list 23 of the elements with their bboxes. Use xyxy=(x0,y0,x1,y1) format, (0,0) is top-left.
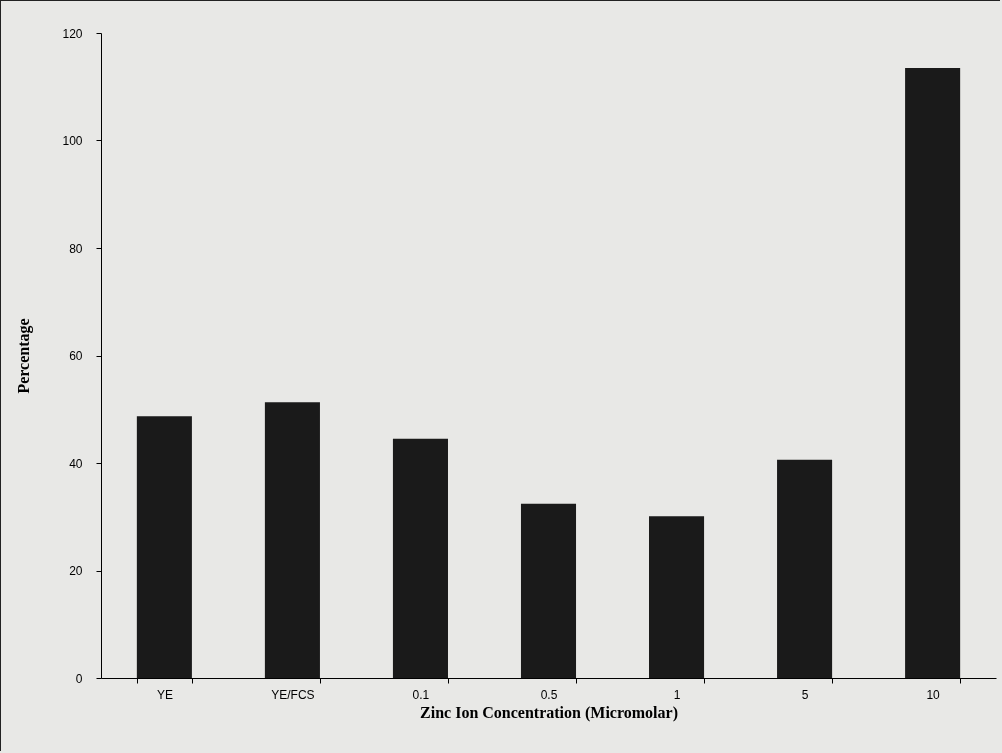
y-tick-label: 80 xyxy=(69,241,83,256)
x-tick-label: 5 xyxy=(801,687,809,702)
x-tick-label: YE xyxy=(156,687,173,702)
bar xyxy=(905,67,961,678)
y-tick-label: 120 xyxy=(62,26,83,41)
x-axis-title: Zinc Ion Concentration (Micromolar) xyxy=(420,703,678,722)
x-tick-label: 0.1 xyxy=(412,687,430,702)
x-tick-label: 0.5 xyxy=(540,687,558,702)
y-tick-label: 40 xyxy=(69,456,83,471)
bar xyxy=(777,459,833,678)
x-tick-label: 1 xyxy=(673,687,681,702)
bar xyxy=(264,402,320,678)
x-tick-label: YE/FCS xyxy=(271,687,315,702)
y-tick-label: 100 xyxy=(62,134,83,148)
bar xyxy=(520,503,577,678)
y-axis-title: Percentage xyxy=(15,318,34,394)
bar xyxy=(136,416,192,678)
y-tick-label: 0 xyxy=(75,671,83,686)
bar xyxy=(392,438,448,678)
y-tick-label: 20 xyxy=(69,564,83,578)
x-tick-label: 10 xyxy=(926,687,941,702)
y-tick-label: 60 xyxy=(69,349,83,363)
bar xyxy=(649,516,705,678)
